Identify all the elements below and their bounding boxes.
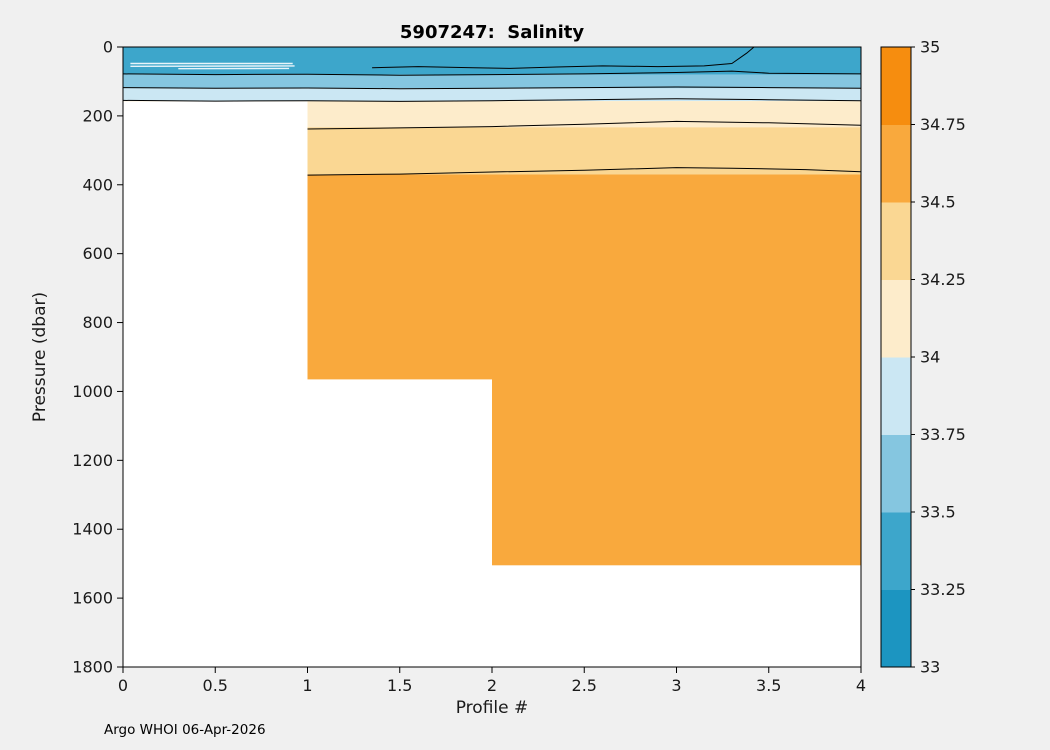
y-tick-label: 1800 — [72, 658, 113, 677]
colorbar-tick-label: 34 — [920, 348, 940, 367]
y-tick-label: 600 — [82, 244, 113, 263]
contour-line-33.75 — [122, 86, 862, 90]
band-33.75-34 — [123, 88, 861, 102]
contour-line-34.5 — [307, 167, 862, 176]
y-tick-label: 400 — [82, 175, 113, 194]
colorbar-segment — [881, 357, 911, 435]
x-tick-label: 0 — [118, 676, 128, 695]
colorbar-segment — [881, 279, 911, 358]
x-tick-label: 3.5 — [756, 676, 781, 695]
chart-title: 5907247: Salinity — [399, 22, 585, 43]
contour-lines — [122, 46, 862, 176]
no-data-region — [492, 565, 861, 667]
colorbar-segment — [881, 124, 911, 203]
y-tick-label: 200 — [82, 106, 113, 125]
x-tick-label: 1 — [302, 676, 312, 695]
contour-line-34.25 — [307, 120, 862, 130]
surface-streaks — [130, 62, 295, 70]
colorbar-tick-label: 33.5 — [920, 503, 956, 522]
x-axis-ticks: 0 0.5 1 1.5 2 2.5 3 3.5 4 — [118, 667, 866, 695]
colorbar-tick-label: 34.25 — [920, 270, 966, 289]
colorbar-segment — [881, 47, 911, 125]
colorbar-segment — [881, 202, 911, 280]
contour-line-34 — [122, 98, 862, 102]
colorbar-segment — [881, 512, 911, 590]
footer-annotation: Argo WHOI 06-Apr-2026 — [104, 722, 266, 738]
contour-line-33.25 — [372, 46, 755, 69]
y-tick-label: 800 — [82, 313, 113, 332]
colorbar: 33 33.25 33.5 33.75 34 34.25 34.5 34.75 35 — [880, 38, 966, 677]
y-axis-label: Pressure (dbar) — [30, 291, 50, 423]
colorbar-tick-label: 35 — [920, 38, 940, 57]
y-axis-ticks: 0 200 400 600 800 1000 1200 1400 1600 1800 — [72, 38, 123, 677]
colorbar-tick-label: 33.25 — [920, 580, 966, 599]
x-axis-label: Profile # — [455, 698, 529, 718]
band-33.25-33.5 — [123, 47, 861, 75]
y-tick-label: 1200 — [72, 451, 113, 470]
x-tick-label: 2 — [487, 676, 497, 695]
colorbar-tick-label: 33.75 — [920, 425, 966, 444]
no-data-regions — [123, 101, 861, 667]
x-tick-label: 3 — [671, 676, 681, 695]
y-tick-label: 1600 — [72, 589, 113, 608]
x-tick-label: 1.5 — [387, 676, 412, 695]
colorbar-segment — [881, 589, 911, 668]
contour-line-33.5 — [122, 70, 862, 76]
x-tick-label: 2.5 — [572, 676, 597, 695]
y-tick-label: 0 — [103, 38, 113, 57]
no-data-region — [307, 379, 492, 667]
colorbar-segment — [881, 434, 911, 513]
colorbar-tick-label: 34.75 — [920, 115, 966, 134]
y-tick-label: 1400 — [72, 520, 113, 539]
colorbar-tick-label: 33 — [920, 658, 940, 677]
x-tick-label: 4 — [856, 676, 866, 695]
colorbar-tick-label: 34.5 — [920, 193, 956, 212]
no-data-region — [123, 101, 308, 667]
y-tick-label: 1000 — [72, 382, 113, 401]
x-tick-label: 0.5 — [203, 676, 228, 695]
band-33.5-33.75 — [123, 74, 861, 89]
